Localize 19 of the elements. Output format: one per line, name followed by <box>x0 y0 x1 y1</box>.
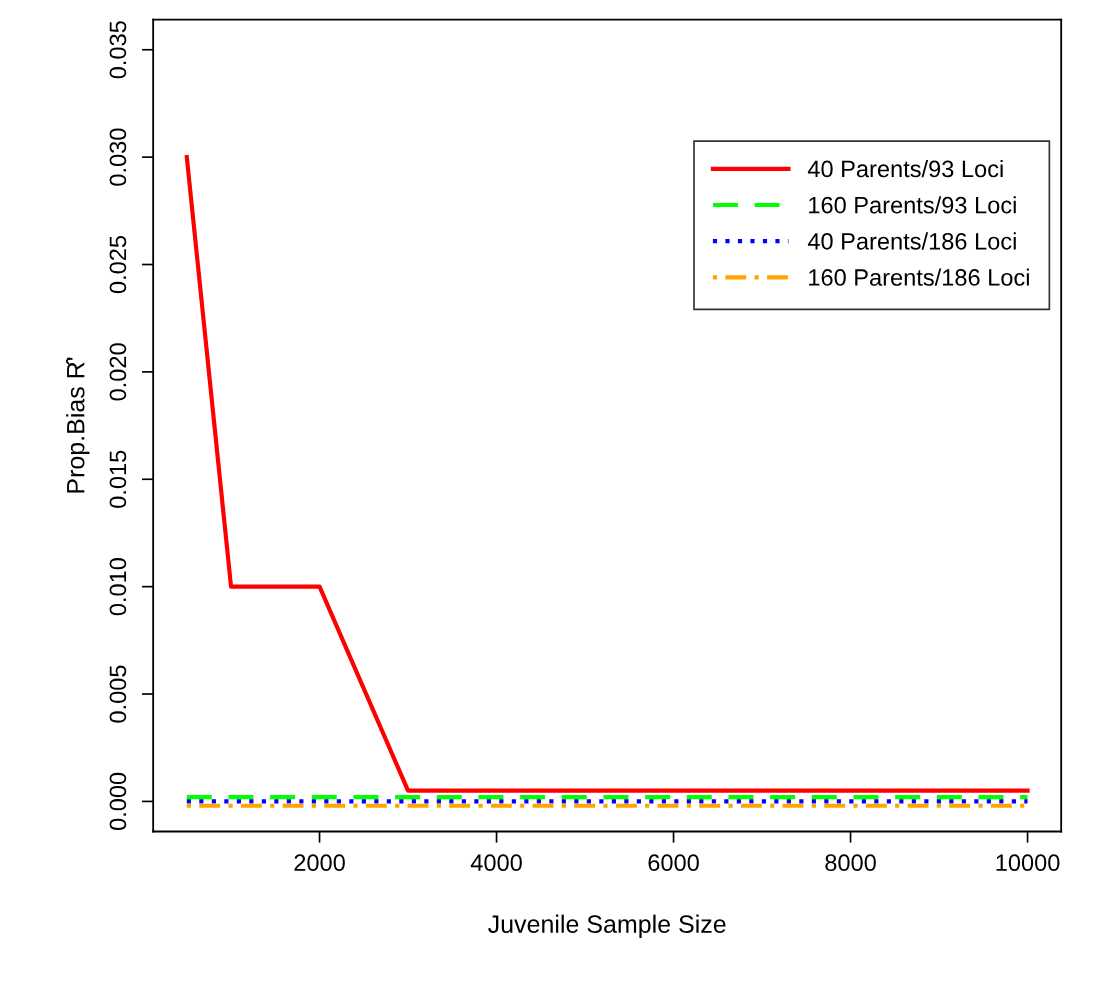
legend-label: 160 Parents/186 Loci <box>809 268 1029 286</box>
y-tick-label: 0.030 <box>109 128 127 186</box>
y-tick-label: 0.035 <box>109 21 127 79</box>
x-tick-label: 6000 <box>648 854 699 872</box>
x-axis-title: Juvenile Sample Size <box>488 914 726 938</box>
x-tick-label: 2000 <box>294 854 345 872</box>
legend-label: 40 Parents/186 Loci <box>807 232 1016 250</box>
y-axis-title: Prop.Bias R̂' <box>66 357 90 493</box>
y-tick-label: 0.020 <box>109 343 127 401</box>
legend-label: 160 Parents/93 Loci <box>809 196 1016 214</box>
y-tick-label: 0.005 <box>109 665 127 723</box>
y-tick-label: 0.000 <box>109 772 127 831</box>
y-tick-label: 0.015 <box>109 450 127 508</box>
y-tick-label: 0.010 <box>109 558 127 616</box>
legend-label: 40 Parents/93 Loci <box>807 159 1003 178</box>
y-tick-label: 0.025 <box>109 235 127 294</box>
x-tick-label: 4000 <box>470 854 522 872</box>
x-tick-label: 8000 <box>825 854 876 872</box>
x-tick-label: 10000 <box>996 854 1060 872</box>
